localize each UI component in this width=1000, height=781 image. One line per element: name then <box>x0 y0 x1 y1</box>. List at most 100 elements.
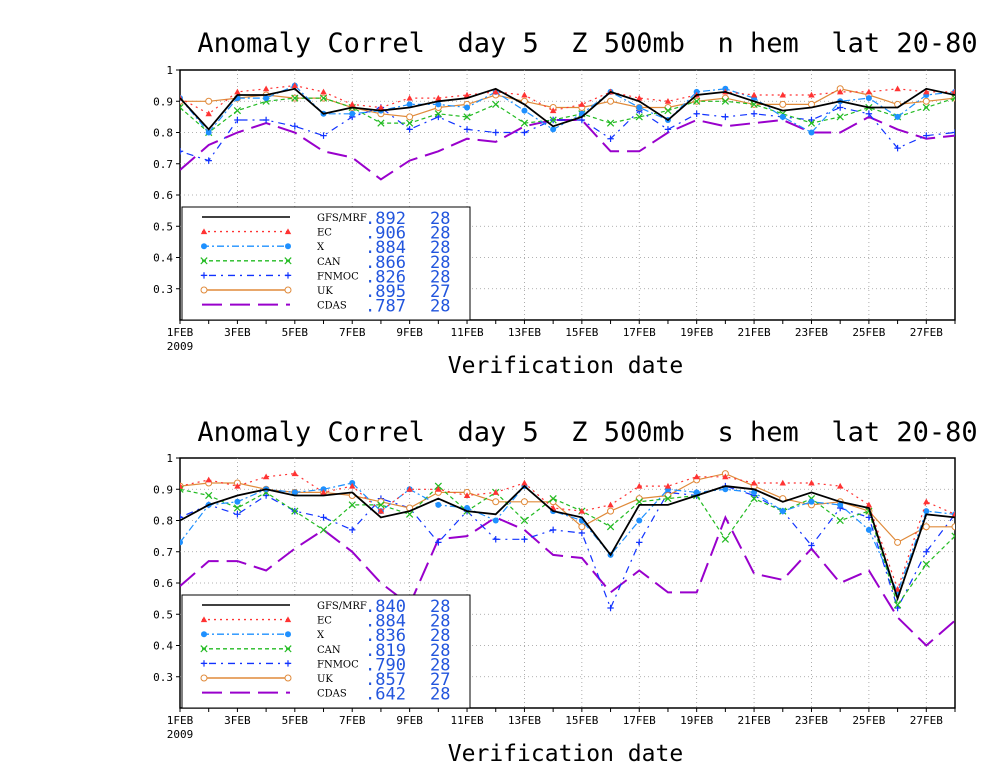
data-point-marker <box>693 110 700 117</box>
data-point-marker <box>434 110 442 118</box>
data-point-marker <box>750 479 758 486</box>
chart-panel-2: Anomaly Correl day 5 Z 500mb s hem lat 2… <box>153 417 978 767</box>
data-point-marker <box>664 126 672 133</box>
data-point-marker <box>923 88 930 95</box>
legend-entry: FNMOC .826 28 <box>200 267 450 287</box>
series-gfsmrf <box>180 87 955 131</box>
data-point-marker <box>549 526 557 534</box>
data-point-marker <box>664 492 672 499</box>
data-point-marker <box>291 470 299 477</box>
data-point-marker <box>284 660 292 667</box>
data-point-marker <box>951 88 955 95</box>
series-line <box>180 87 955 131</box>
data-point-marker <box>779 479 786 486</box>
x-tick-label: 19FEB <box>680 326 713 339</box>
data-point-marker <box>406 113 414 121</box>
data-point-marker <box>377 119 385 127</box>
legend-series-name: UK <box>317 286 333 297</box>
series-can <box>180 94 955 137</box>
data-point-marker <box>319 526 328 534</box>
y-tick-label: 0.9 <box>153 483 173 496</box>
x-tick-label: 21FEB <box>738 326 771 339</box>
data-point-marker <box>435 101 442 108</box>
legend-series-count: 27 <box>430 282 450 302</box>
data-point-marker <box>923 132 930 139</box>
legend-entry: EC .906 28 <box>200 224 450 244</box>
data-point-marker <box>205 476 212 483</box>
data-point-marker <box>233 107 242 115</box>
data-point-marker <box>284 616 292 623</box>
data-point-marker <box>435 486 442 492</box>
legend-entry: EC .884 28 <box>200 612 450 632</box>
data-point-marker <box>636 94 643 101</box>
data-point-marker <box>521 129 528 136</box>
data-point-marker <box>636 517 643 524</box>
y-tick-label: 0.4 <box>153 640 173 653</box>
data-point-marker <box>893 601 902 609</box>
data-point-marker <box>578 507 586 514</box>
data-point-marker <box>520 119 529 127</box>
x-tick-label: 3FEB <box>224 326 251 339</box>
data-point-marker <box>205 491 213 500</box>
data-point-marker <box>435 113 442 121</box>
data-point-marker <box>234 511 241 518</box>
series-line <box>180 482 955 594</box>
x-tick-label: 23FEB <box>795 714 828 727</box>
data-point-marker <box>492 536 499 543</box>
y-tick-label: 0.8 <box>153 127 173 140</box>
data-point-marker <box>492 489 499 495</box>
data-point-marker <box>284 228 292 235</box>
data-point-marker <box>951 532 955 540</box>
data-point-marker <box>284 286 292 294</box>
data-point-marker <box>607 135 614 142</box>
data-point-marker <box>492 88 499 95</box>
data-point-marker <box>377 501 385 509</box>
data-point-marker <box>779 508 786 515</box>
data-point-marker <box>951 511 955 517</box>
data-point-marker <box>693 97 701 105</box>
chart-panel-1: Anomaly Correl day 5 Z 500mb n hem lat 2… <box>153 28 978 379</box>
data-point-marker <box>262 116 270 124</box>
legend-entry: CDAS .787 28 <box>202 297 450 317</box>
legend-series-count: 28 <box>430 612 450 632</box>
chart-title: Anomaly Correl day 5 Z 500mb n hem lat 2… <box>197 28 977 59</box>
series-line <box>180 514 955 647</box>
legend-entry: X .884 28 <box>201 238 450 258</box>
data-point-marker <box>291 489 298 496</box>
series-line <box>180 484 955 602</box>
data-point-marker <box>284 674 292 682</box>
data-point-marker <box>636 539 643 546</box>
data-point-marker <box>284 272 292 279</box>
legend-series-name: X <box>317 242 325 253</box>
y-tick-label: 1 <box>166 452 173 465</box>
data-point-marker <box>607 97 615 105</box>
data-point-marker <box>180 514 184 521</box>
data-point-marker <box>635 113 643 121</box>
data-point-marker <box>607 501 614 508</box>
data-point-marker <box>894 586 901 592</box>
data-point-marker <box>779 100 787 108</box>
data-point-marker <box>201 243 207 250</box>
y-tick-label: 0.4 <box>153 252 173 265</box>
data-point-marker <box>922 97 930 105</box>
data-point-marker <box>521 107 528 114</box>
data-point-marker <box>750 91 758 98</box>
data-point-marker <box>377 507 385 514</box>
data-point-marker <box>549 495 557 503</box>
data-point-marker <box>349 101 356 107</box>
data-point-marker <box>808 91 815 98</box>
legend-series-name: X <box>317 630 325 641</box>
data-point-marker <box>492 129 499 136</box>
data-point-marker <box>894 604 901 612</box>
data-point-marker <box>836 104 844 111</box>
data-point-marker <box>492 100 500 108</box>
data-point-marker <box>406 94 413 101</box>
data-point-marker <box>636 104 643 111</box>
x-tick-label: 15FEB <box>565 326 598 339</box>
data-point-marker <box>664 482 672 489</box>
chart-title: Anomaly Correl day 5 Z 500mb s hem lat 2… <box>197 417 977 448</box>
data-point-marker <box>200 616 208 623</box>
data-point-marker <box>205 129 212 136</box>
data-point-marker <box>377 498 385 506</box>
